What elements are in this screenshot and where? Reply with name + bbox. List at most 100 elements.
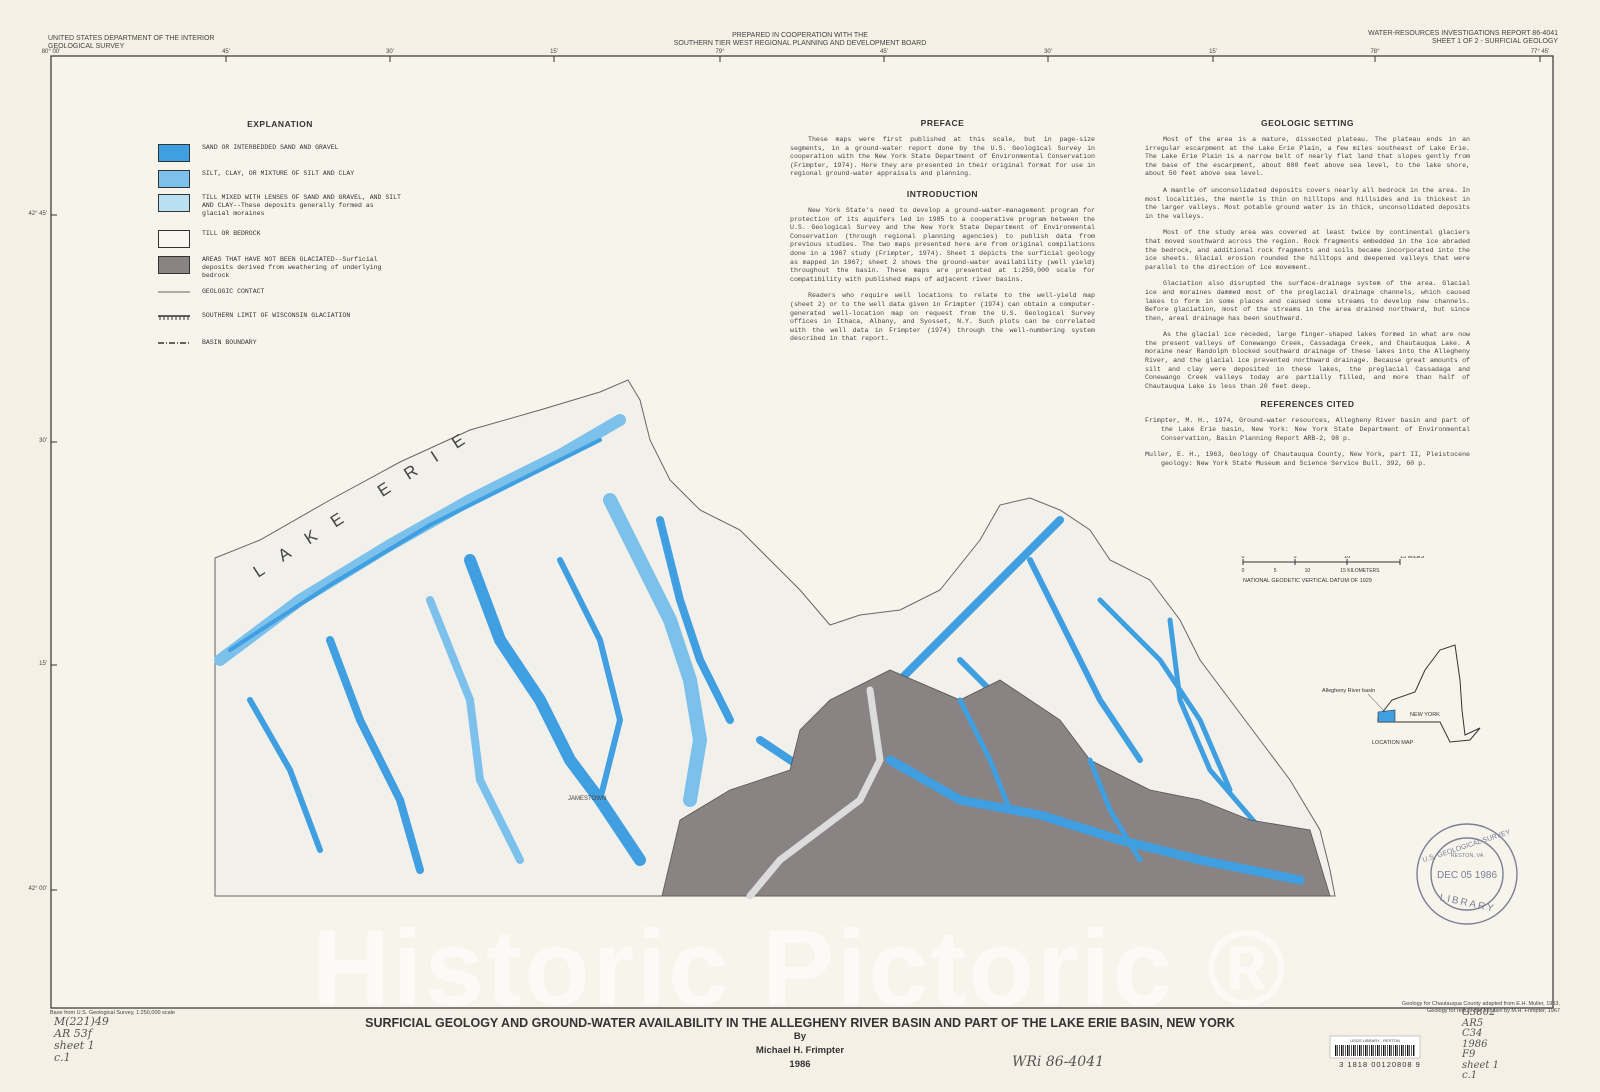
handwritten-line: F9	[1462, 1049, 1476, 1060]
handwritten-line: C34	[1462, 1028, 1483, 1039]
barcode-bar	[1371, 1045, 1373, 1056]
barcode-bar	[1377, 1045, 1379, 1056]
paragraph: Most of the study area was covered at le…	[1145, 229, 1470, 271]
location-map-outline	[1377, 644, 1481, 743]
location-basin-label: Allegheny River basin	[1322, 688, 1375, 694]
left-tick-label: 15'	[39, 661, 47, 667]
sheet-title: SURFICIAL GEOLOGY AND GROUND-WATER AVAIL…	[365, 1016, 1235, 1030]
legend-label: TILL MIXED WITH LENSES OF SAND AND GRAVE…	[202, 194, 401, 217]
title-block: SURFICIAL GEOLOGY AND GROUND-WATER AVAIL…	[0, 1016, 1600, 1072]
header-line: PREPARED IN COOPERATION WITH THE	[732, 32, 868, 39]
top-tick-label: 45'	[222, 49, 230, 55]
handwritten-line: AR 53f	[54, 1027, 92, 1040]
barcode-bar	[1413, 1045, 1415, 1056]
barcode-bar	[1387, 1045, 1388, 1056]
text-column-middle: PREFACE These maps were first published a…	[790, 118, 1095, 352]
handwritten-right: G3802 AR5 C34 1986 F9 sheet 1 c.1	[1462, 1007, 1499, 1082]
barcode-bar	[1367, 1045, 1368, 1056]
legend: SAND OR INTERBEDDED SAND AND GRAVEL SILT,…	[158, 144, 418, 364]
scale-km-label: 15 KILOMETERS	[1340, 568, 1380, 574]
top-tick-label: 80° 00'	[42, 49, 61, 55]
top-tick-label: 45'	[880, 49, 888, 55]
barcode-bar	[1381, 1045, 1382, 1056]
paragraph: These maps were first published at this …	[790, 136, 1095, 178]
scale-datum: NATIONAL GEODETIC VERTICAL DATUM OF 1929	[1243, 578, 1372, 584]
header-right: WATER-RESOURCES INVESTIGATIONS REPORT 86…	[1368, 30, 1558, 46]
barcode-bar	[1349, 1045, 1350, 1056]
barcode-bar	[1363, 1045, 1364, 1056]
top-tick-label: 15'	[1209, 49, 1217, 55]
header-left: UNITED STATES DEPARTMENT OF THE INTERIOR…	[48, 35, 214, 51]
section-title: PREFACE	[920, 118, 965, 128]
barcode-bar	[1391, 1045, 1392, 1056]
stamp-place: RESTON, VA	[1451, 853, 1484, 859]
base-note: Base from U.S. Geological Survey, 1:250,…	[50, 1010, 175, 1016]
handwritten-center: WRi 86-4041	[1012, 1054, 1105, 1070]
location-map-title: LOCATION MAP	[1372, 740, 1413, 746]
barcode-bar	[1409, 1045, 1410, 1056]
scale-km-label: 0	[1242, 568, 1245, 574]
section-title: GEOLOGIC SETTING	[1260, 118, 1354, 128]
barcode-bar	[1373, 1045, 1374, 1056]
barcode-bar	[1401, 1045, 1403, 1056]
by-line: By	[793, 1031, 807, 1042]
legend-line	[158, 315, 190, 320]
handwritten-line: sheet 1	[1462, 1059, 1499, 1071]
legend-swatch	[158, 230, 190, 248]
author: Michael H. Frimpter	[755, 1045, 845, 1056]
reference: Frimpter, M. H., 1974, Ground-water reso…	[1145, 417, 1470, 442]
barcode-bar	[1337, 1045, 1338, 1056]
barcode-bar	[1397, 1045, 1398, 1056]
top-tick-label: 30'	[386, 49, 394, 55]
legend-swatch	[158, 194, 190, 212]
barcode-bar	[1407, 1045, 1409, 1056]
barcode-bar	[1339, 1045, 1340, 1056]
barcode-bar	[1347, 1045, 1349, 1056]
barcode-bar	[1375, 1045, 1376, 1056]
scale-km-label: 5	[1274, 568, 1277, 574]
barcode-bar	[1357, 1045, 1358, 1056]
left-tick-label: 42° 45'	[28, 211, 47, 217]
left-tick-label: 30'	[39, 438, 47, 444]
legend-swatch	[158, 256, 190, 274]
text-section: GEOLOGIC SETTING Most of the area is a ma…	[1145, 118, 1470, 391]
section-title: REFERENCES CITED	[1260, 399, 1355, 410]
barcode-bar	[1359, 1045, 1361, 1056]
barcode-bar	[1365, 1045, 1367, 1056]
location-map-basin	[1377, 709, 1396, 723]
barcode: USGS LIBRARY - RESTON	[1335, 1038, 1415, 1056]
year: 1986	[789, 1059, 811, 1070]
barcode-bar	[1343, 1045, 1344, 1056]
paragraph: A mantle of unconsolidated deposits cove…	[1145, 186, 1470, 220]
handwritten-line: G3802	[1462, 1007, 1496, 1018]
unglaciated-area	[661, 669, 1331, 897]
header-line: GEOLOGICAL SURVEY	[48, 43, 125, 50]
header-line: SOUTHERN TIER WEST REGIONAL PLANNING AND…	[673, 40, 927, 47]
handwritten-line: 1986	[1462, 1038, 1488, 1050]
barcode-bar	[1355, 1045, 1356, 1056]
paragraph: Most of the area is a mature, dissected …	[1145, 136, 1470, 178]
geology-note: Geology for remainder of basin by M.H. F…	[1427, 1008, 1560, 1014]
handwritten-line: sheet 1	[54, 1039, 95, 1052]
geology-notes: Geology for Chautauqua County adapted fr…	[1402, 1001, 1560, 1015]
geology-note: Geology for Chautauqua County adapted fr…	[1401, 1001, 1560, 1007]
paragraph: New York State's need to develop a groun…	[790, 206, 1095, 283]
text-section: INTRODUCTION New York State's need to dev…	[790, 189, 1095, 344]
watermark: Historic Pictoric ®	[312, 907, 1288, 1028]
location-leader	[1367, 693, 1386, 713]
legend-label: TILL OR BEDROCK	[202, 230, 261, 237]
barcode-number: 3 1818 00120808 9	[1339, 1060, 1421, 1069]
legend-label: GEOLOGIC CONTACT	[202, 288, 265, 295]
top-tick-label: 30'	[1044, 49, 1052, 55]
legend-swatch	[158, 144, 190, 162]
handwritten-line: c.1	[1462, 1070, 1478, 1081]
barcode-bar	[1369, 1045, 1370, 1056]
paragraph: Readers who require well locations to re…	[790, 292, 1095, 343]
city-label: JAMESTOWN	[568, 796, 606, 802]
barcode-bar	[1411, 1045, 1412, 1056]
barcode-bar	[1393, 1045, 1394, 1056]
location-state-label: NEW YORK	[1410, 712, 1440, 718]
scale-bar: 0 0 5 5 10 10 15 MILES 15 KILOMETERS NATIONAL GE…	[1241, 556, 1424, 584]
paragraph: As the glacial ice receded, large finger…	[1145, 331, 1470, 390]
